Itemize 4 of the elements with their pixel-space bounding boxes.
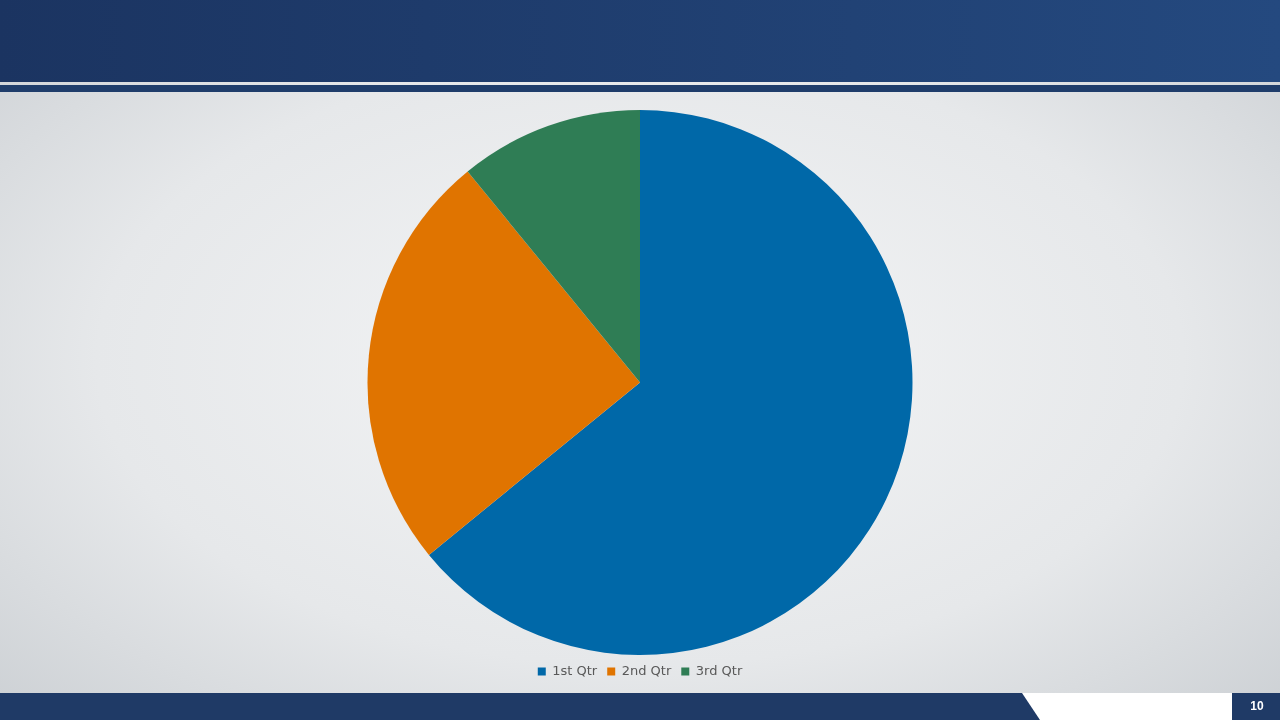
text: 10 <box>1249 698 1265 715</box>
legend-label: 1st Qtr <box>552 662 598 678</box>
legend-label: 2nd Qtr <box>621 662 672 678</box>
legend-label: 3rd Qtr <box>695 662 743 678</box>
